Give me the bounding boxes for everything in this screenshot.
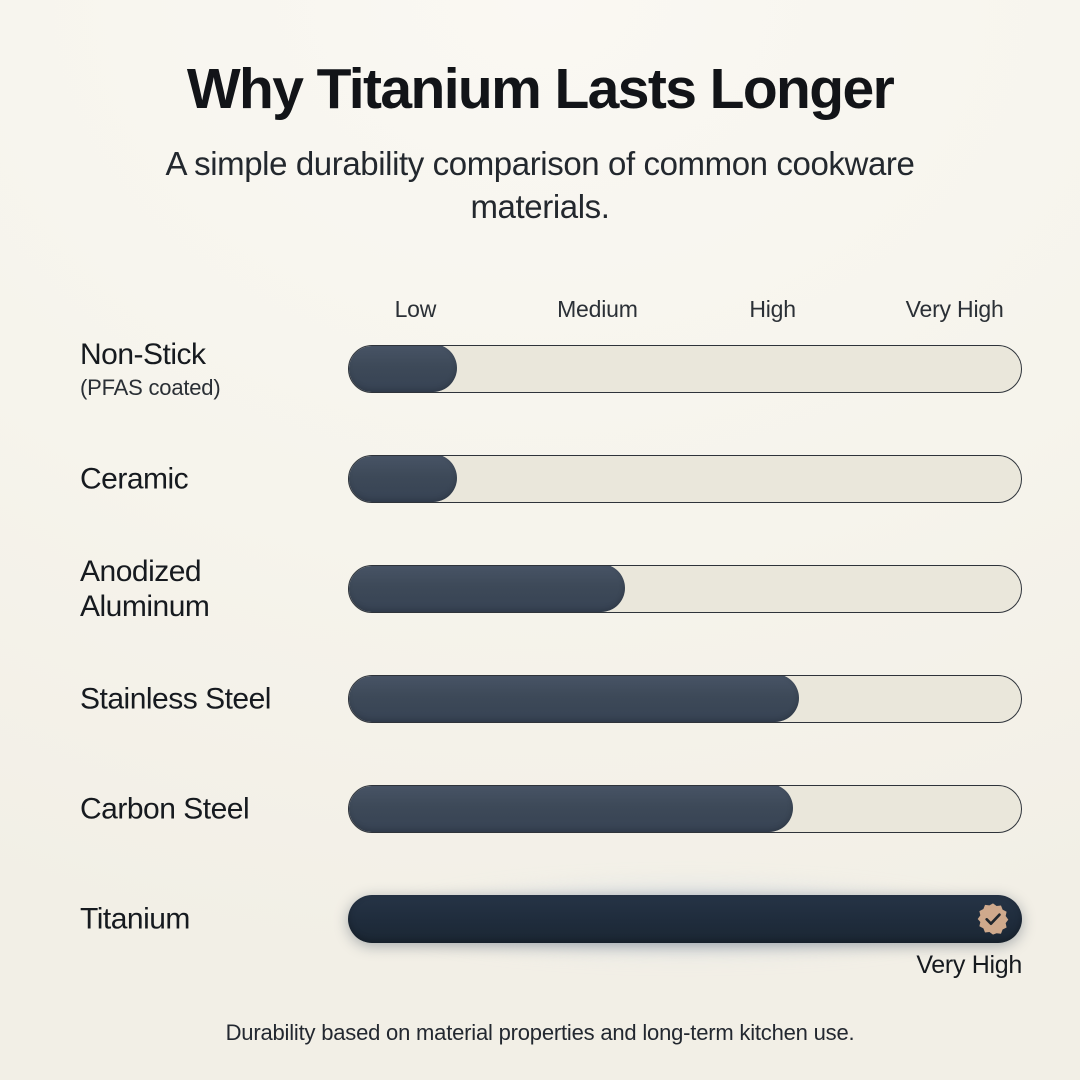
row-label: Stainless Steel bbox=[80, 682, 370, 717]
row-label: Titanium bbox=[80, 902, 370, 937]
header: Why Titanium Lasts Longer A simple durab… bbox=[0, 58, 1080, 228]
row-label-name: Non-Stick bbox=[80, 338, 206, 371]
page-subtitle: A simple durability comparison of common… bbox=[165, 145, 915, 225]
row-label-name: Ceramic bbox=[80, 462, 189, 496]
row-label-name: Carbon Steel bbox=[80, 792, 250, 826]
axis-tick-high: High bbox=[749, 296, 796, 322]
row-label-name: Anodized Aluminum bbox=[80, 555, 210, 623]
bar-track bbox=[348, 675, 1022, 723]
row-label: Anodized Aluminum bbox=[80, 554, 370, 624]
row-label-sublabel: (PFAS coated) bbox=[80, 375, 221, 400]
row-value-label: Very High bbox=[916, 951, 1022, 979]
row-label-name: Stainless Steel bbox=[80, 682, 271, 716]
chart-row: Carbon Steel bbox=[0, 785, 1080, 833]
row-label: Non-Stick (PFAS coated) bbox=[80, 337, 370, 401]
chart-row: Titanium Very High bbox=[0, 877, 1080, 979]
row-label: Ceramic bbox=[80, 462, 370, 497]
chart-row: Anodized Aluminum bbox=[0, 555, 1080, 623]
chart-row: Non-Stick (PFAS coated) bbox=[0, 338, 1080, 400]
chart-row: Stainless Steel bbox=[0, 675, 1080, 723]
chart-row: Ceramic bbox=[0, 455, 1080, 503]
page-title: Why Titanium Lasts Longer bbox=[186, 57, 895, 121]
bar-fill bbox=[348, 895, 1022, 943]
axis-tick-low: Low bbox=[394, 296, 437, 322]
row-label-name: Titanium bbox=[80, 902, 190, 936]
bar-track bbox=[348, 455, 1022, 503]
bar-fill bbox=[349, 566, 625, 612]
bar-fill bbox=[349, 346, 457, 392]
bar-track bbox=[348, 785, 1022, 833]
bar-track bbox=[348, 345, 1022, 393]
axis-tick-very-high: Very High bbox=[905, 296, 1004, 322]
bar-fill bbox=[349, 676, 800, 722]
axis-tick-medium: Medium bbox=[557, 296, 638, 322]
check-badge-icon bbox=[976, 902, 1010, 936]
bar-track bbox=[330, 877, 1040, 961]
bar-track bbox=[348, 565, 1022, 613]
row-label: Carbon Steel bbox=[80, 792, 370, 827]
bar-fill bbox=[349, 456, 457, 502]
bar-fill bbox=[349, 786, 793, 832]
scale-axis: Low Medium High Very High bbox=[348, 296, 1022, 330]
footer-caption: Durability based on material properties … bbox=[225, 1020, 855, 1045]
